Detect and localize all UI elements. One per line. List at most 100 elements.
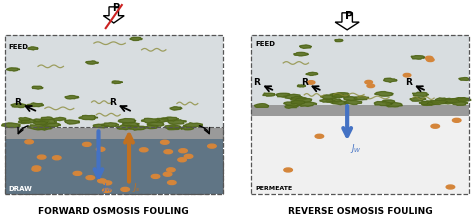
Polygon shape	[439, 100, 455, 104]
Bar	[251, 116, 469, 194]
Polygon shape	[28, 47, 38, 50]
Circle shape	[103, 181, 112, 185]
Circle shape	[82, 142, 91, 146]
Polygon shape	[297, 85, 306, 87]
Circle shape	[425, 56, 433, 60]
Circle shape	[161, 140, 169, 144]
Polygon shape	[332, 94, 344, 97]
Polygon shape	[374, 101, 393, 106]
Circle shape	[307, 81, 315, 84]
Polygon shape	[128, 126, 146, 130]
Polygon shape	[145, 125, 158, 129]
Polygon shape	[344, 100, 362, 105]
Polygon shape	[445, 99, 462, 103]
Polygon shape	[45, 123, 61, 127]
Polygon shape	[18, 120, 30, 124]
Text: REVERSE OSMOSIS FOULING: REVERSE OSMOSIS FOULING	[288, 207, 433, 216]
Text: $J_W$: $J_W$	[350, 142, 362, 155]
Polygon shape	[167, 127, 180, 130]
Circle shape	[102, 189, 111, 192]
Polygon shape	[419, 101, 433, 105]
Polygon shape	[263, 93, 275, 96]
Text: $J_s$: $J_s$	[132, 181, 141, 194]
Text: FEED: FEED	[255, 41, 275, 47]
Bar	[5, 35, 223, 128]
Circle shape	[367, 84, 374, 88]
Polygon shape	[168, 120, 186, 124]
Polygon shape	[101, 123, 119, 127]
Circle shape	[365, 80, 373, 84]
Circle shape	[179, 149, 187, 153]
Polygon shape	[435, 98, 450, 102]
Polygon shape	[330, 93, 349, 97]
Polygon shape	[421, 101, 435, 105]
Polygon shape	[11, 103, 27, 108]
Circle shape	[73, 171, 82, 175]
Polygon shape	[103, 7, 124, 23]
Text: P: P	[112, 3, 119, 13]
Polygon shape	[283, 102, 302, 106]
Polygon shape	[155, 118, 168, 122]
Text: PERMEATE: PERMEATE	[255, 186, 292, 191]
Circle shape	[25, 140, 33, 144]
Polygon shape	[374, 91, 393, 96]
Polygon shape	[147, 122, 164, 126]
Polygon shape	[34, 121, 48, 124]
Polygon shape	[344, 97, 357, 100]
Polygon shape	[183, 123, 203, 128]
Text: $J_W$: $J_W$	[102, 181, 114, 194]
Polygon shape	[386, 103, 402, 107]
Polygon shape	[440, 98, 457, 102]
Polygon shape	[285, 105, 298, 108]
Circle shape	[208, 144, 216, 148]
Circle shape	[164, 150, 173, 154]
Polygon shape	[20, 119, 36, 123]
Text: FEED: FEED	[9, 44, 28, 50]
Circle shape	[167, 181, 176, 185]
Polygon shape	[456, 98, 471, 101]
Bar	[5, 139, 223, 194]
Polygon shape	[294, 52, 309, 56]
Text: DRAW: DRAW	[9, 185, 32, 192]
Bar	[5, 127, 223, 194]
Polygon shape	[123, 123, 139, 127]
Circle shape	[98, 179, 106, 183]
Polygon shape	[297, 102, 317, 106]
Bar	[251, 35, 469, 105]
Circle shape	[32, 166, 41, 170]
Text: R: R	[405, 78, 412, 87]
Circle shape	[167, 168, 175, 172]
Polygon shape	[53, 117, 66, 121]
Polygon shape	[320, 99, 335, 102]
Polygon shape	[294, 98, 312, 102]
Polygon shape	[320, 95, 337, 99]
Polygon shape	[384, 78, 397, 82]
Circle shape	[427, 58, 434, 62]
Polygon shape	[255, 104, 269, 107]
Polygon shape	[79, 115, 98, 120]
Polygon shape	[335, 13, 359, 30]
Polygon shape	[27, 124, 46, 130]
Polygon shape	[411, 56, 425, 59]
Polygon shape	[332, 101, 348, 105]
Bar	[5, 35, 223, 194]
Polygon shape	[459, 78, 470, 80]
Polygon shape	[299, 45, 311, 48]
Polygon shape	[64, 120, 80, 124]
Polygon shape	[36, 126, 53, 130]
Polygon shape	[165, 125, 181, 129]
Polygon shape	[382, 100, 395, 103]
Polygon shape	[430, 100, 447, 104]
Polygon shape	[291, 101, 305, 104]
Polygon shape	[424, 101, 438, 104]
Polygon shape	[291, 96, 307, 101]
Polygon shape	[427, 102, 439, 105]
Polygon shape	[161, 117, 179, 121]
Polygon shape	[7, 68, 20, 71]
Polygon shape	[276, 93, 290, 97]
Polygon shape	[118, 119, 136, 123]
Polygon shape	[180, 126, 193, 130]
Circle shape	[453, 118, 461, 122]
Circle shape	[139, 148, 148, 152]
Polygon shape	[326, 98, 342, 103]
